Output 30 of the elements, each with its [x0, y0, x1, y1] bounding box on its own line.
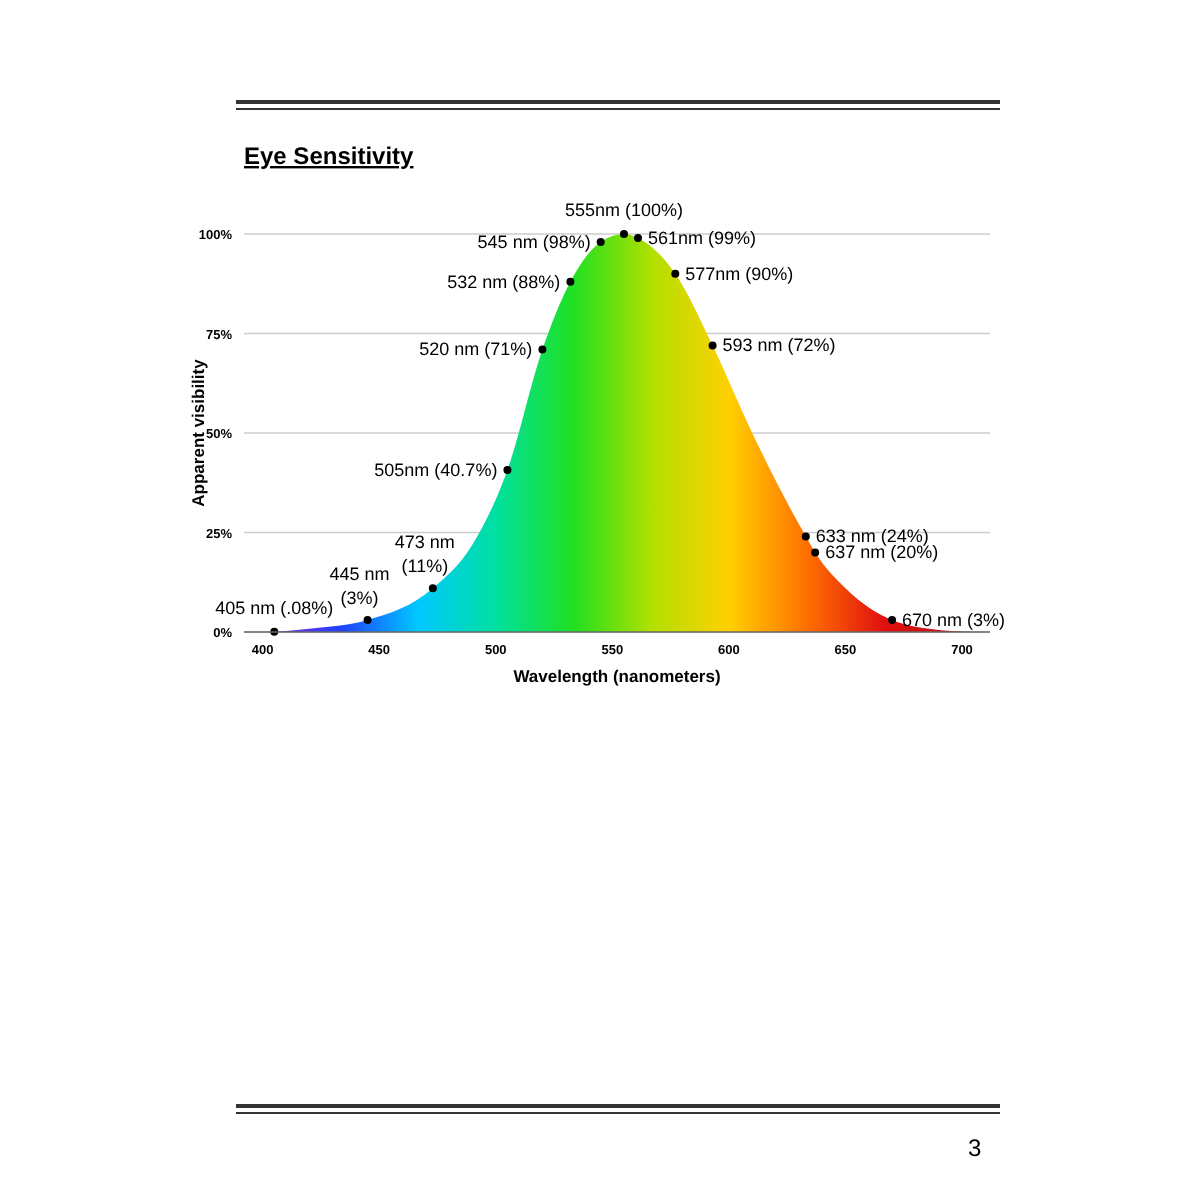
point — [503, 466, 512, 475]
point — [633, 233, 642, 242]
data-label: 561nm (99%) — [647, 227, 757, 248]
data-label: 445 nm (3%) — [329, 564, 390, 609]
data-label: 670 nm (3%) — [902, 610, 1006, 631]
point — [801, 532, 810, 541]
chart-title: Eye Sensitivity — [244, 142, 415, 170]
data-label: 532 nm (88%) — [447, 271, 561, 292]
point — [566, 277, 575, 286]
data-label: 593 nm (72%) — [722, 335, 836, 356]
point — [671, 269, 680, 278]
data-label: 555nm (100%) — [564, 200, 684, 220]
y-axis-title: Apparent visibility — [188, 358, 208, 507]
data-label: 405 nm (.08%) — [215, 597, 334, 618]
point — [428, 584, 437, 593]
data-label: 545 nm (98%) — [477, 231, 591, 252]
point — [538, 345, 547, 354]
data-label: 520 nm (71%) — [419, 339, 533, 360]
point — [708, 341, 717, 350]
point — [811, 548, 820, 557]
point — [363, 616, 372, 625]
data-label: 577nm (90%) — [685, 263, 794, 284]
data-label: 505nm (40.7%) — [374, 460, 498, 481]
point — [888, 616, 897, 625]
point — [596, 237, 605, 246]
data-label: 633 nm (24%) — [815, 526, 929, 547]
x-axis-title: Wavelength (nanometers) — [513, 666, 721, 686]
point — [619, 230, 628, 238]
text: 3 — [968, 1134, 982, 1162]
data-label: 473 nm (11%) — [394, 532, 455, 577]
